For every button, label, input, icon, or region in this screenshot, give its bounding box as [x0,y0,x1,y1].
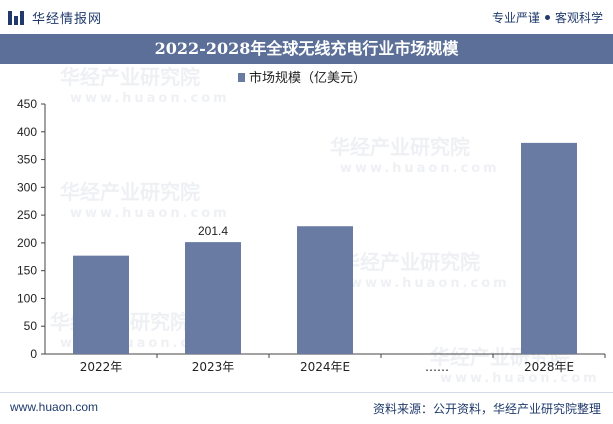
y-tick-label: 400 [17,125,37,139]
bar-logo-icon [8,10,24,25]
watermark-en: www.huaon.com [340,161,500,176]
tagline-left: 专业严谨 [491,11,540,25]
y-tick-label: 450 [17,97,37,111]
y-tick-label: 50 [24,319,38,333]
x-tick-label: 2023年 [192,360,235,374]
bar [297,226,353,354]
bar [185,242,241,354]
brand: 华经情报网 [8,8,102,27]
tagline: 专业严谨 客观科学 [492,9,603,26]
y-tick-label: 250 [17,208,37,222]
chart-title: 2022-2028年全球无线充电行业市场规模 [0,34,613,64]
bar-chart: 华经产业研究院 www.huaon.com 华经产业研究院 www.huaon.com… [17,65,606,386]
y-tick-label: 300 [17,180,37,194]
bar [521,142,577,354]
top-bar: 华经情报网 专业严谨 客观科学 [0,0,613,34]
bar [73,255,129,354]
tagline-right: 客观科学 [554,11,603,25]
y-tick-label: 200 [17,236,37,250]
watermark-cn: 华经产业研究院 [60,180,200,204]
legend-label: 市场规模（亿美元） [249,70,366,86]
watermark-cn: 华经产业研究院 [60,65,200,89]
y-tick-label: 0 [30,347,37,361]
y-tick-label: 100 [17,291,37,305]
x-tick-label: 2022年 [80,360,123,374]
watermark-en: www.huaon.com [70,206,230,221]
source-note: 资料来源：公开资料，华经产业研究院整理 [372,402,601,416]
y-tick-label: 350 [17,153,37,167]
watermark-cn: 华经产业研究院 [340,250,480,274]
x-tick-label: 2028年E [524,360,574,374]
brand-name: 华经情报网 [32,12,103,27]
watermark-en: www.huaon.com [350,276,510,291]
x-tick-label: …… [425,360,449,374]
data-label: 201.4 [198,224,228,238]
footer-url[interactable]: www.huaon.com [10,400,99,414]
watermark-en: www.huaon.com [70,91,230,106]
watermark-en: www.huaon.com [440,371,600,386]
legend-swatch [238,73,245,82]
footer: www.huaon.com 资料来源：公开资料，华经产业研究院整理 [0,392,613,424]
x-tick-label: 2024年E [300,360,350,374]
watermark-cn: 华经产业研究院 [330,135,470,159]
bullet-icon [544,15,550,20]
y-tick-label: 150 [17,264,37,278]
